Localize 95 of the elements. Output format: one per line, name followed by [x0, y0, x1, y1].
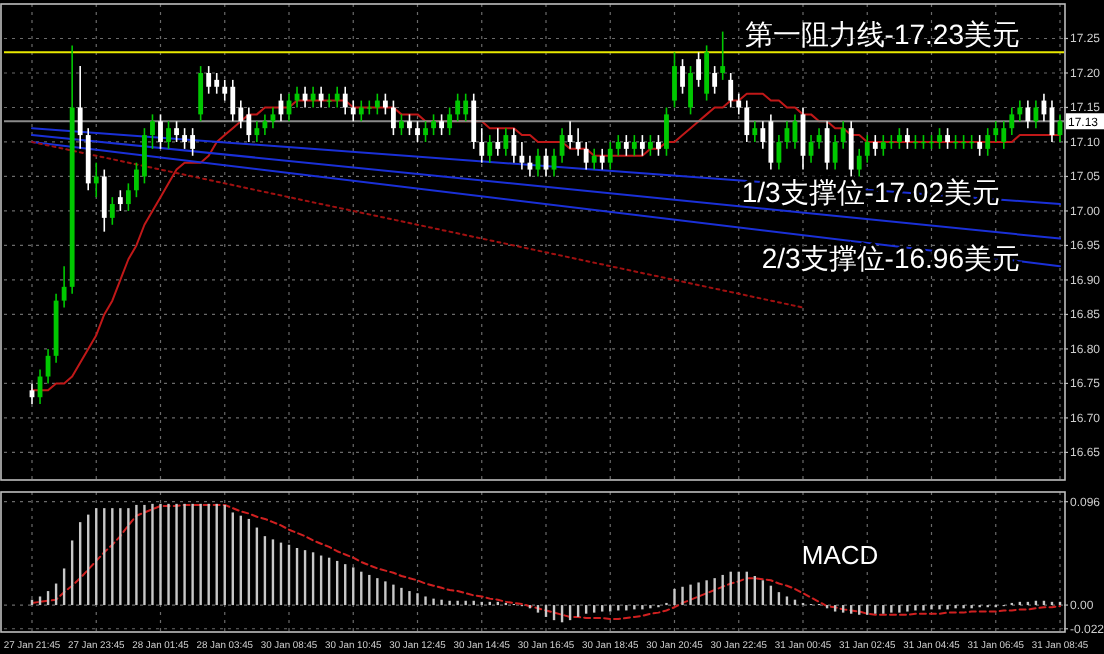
candlestick [471, 92, 477, 150]
candlestick [583, 141, 589, 171]
candlestick [254, 120, 260, 143]
annotation: MACD [801, 540, 879, 570]
candlestick [342, 85, 348, 116]
candlestick [945, 127, 950, 150]
candlestick [382, 92, 388, 116]
candlestick [664, 106, 669, 157]
candlestick [656, 134, 661, 157]
candlestick [567, 120, 573, 150]
candlestick [896, 127, 902, 150]
candlestick [639, 134, 645, 157]
line-series [31, 503, 1061, 621]
candlestick [840, 120, 846, 150]
candlestick [720, 30, 726, 81]
candlestick [61, 265, 67, 309]
candlestick [985, 127, 991, 157]
candlestick [1025, 99, 1031, 129]
candlestick [463, 92, 469, 123]
candlestick [623, 134, 629, 157]
ref-line-label: 第一阻力线-17.23美元 [744, 18, 1020, 51]
candlestick [744, 99, 750, 143]
candlestick [166, 120, 171, 150]
candlestick [1009, 106, 1015, 136]
candlestick [206, 65, 212, 95]
candlestick [704, 44, 710, 102]
candlestick [334, 85, 340, 109]
candlestick [93, 161, 99, 198]
candlestick [880, 134, 886, 157]
candlestick [358, 99, 364, 123]
candlestick [993, 120, 999, 143]
candlestick [672, 51, 677, 109]
candlestick [856, 148, 862, 178]
candlestick [447, 106, 453, 136]
candlestick [431, 113, 436, 136]
candlestick [776, 134, 782, 171]
candlestick [1017, 99, 1023, 123]
candlestick [631, 134, 637, 157]
candlestick [1001, 120, 1007, 150]
candlestick [190, 127, 196, 157]
candlestick [824, 120, 830, 171]
candlestick [575, 127, 581, 157]
candlestick [158, 113, 163, 150]
candlestick [198, 65, 204, 123]
candlestick [439, 113, 444, 136]
candlestick [937, 127, 942, 150]
candlestick [712, 65, 718, 95]
candlestick [246, 106, 252, 143]
candlestick [117, 189, 123, 212]
candlestick [214, 72, 220, 95]
candlestick [374, 92, 380, 116]
candlestick [736, 92, 742, 116]
candlestick [423, 120, 428, 143]
candlestick [872, 134, 878, 157]
candlestick [230, 79, 236, 123]
candlestick [696, 51, 701, 88]
candlestick [318, 85, 324, 109]
candlestick [142, 127, 147, 185]
candlestick [262, 113, 268, 136]
candlestick [399, 113, 404, 136]
candlestick [350, 99, 356, 123]
candlestick [125, 182, 131, 212]
candlestick [150, 113, 155, 150]
candlestick [905, 127, 910, 150]
candlestick [487, 134, 493, 164]
candlestick [174, 120, 179, 143]
candlestick [109, 196, 115, 226]
candlestick [455, 92, 461, 123]
candlestick [728, 72, 734, 109]
candlestick [407, 113, 412, 136]
candlestick [101, 168, 107, 233]
candlestick [1033, 99, 1039, 129]
candlestick [848, 120, 854, 178]
candlestick [591, 148, 597, 171]
candlestick [977, 134, 983, 157]
candlestick [864, 134, 870, 164]
candlestick [688, 65, 693, 116]
candlestick [77, 65, 83, 150]
candlestick [680, 58, 685, 95]
candlestick [503, 127, 509, 157]
candlestick [768, 113, 774, 171]
candlestick [832, 134, 838, 171]
candlestick [648, 134, 653, 157]
candlestick [607, 141, 613, 171]
candlestick [479, 127, 485, 164]
candlestick [415, 120, 420, 143]
candlestick [391, 99, 396, 136]
candlestick [511, 127, 517, 164]
candlestick [599, 148, 605, 171]
candlestick [752, 120, 758, 143]
candlestick [519, 141, 525, 171]
candlestick [615, 134, 621, 157]
candlestick [182, 127, 187, 150]
candlestick [495, 127, 501, 157]
candlestick [310, 85, 316, 109]
